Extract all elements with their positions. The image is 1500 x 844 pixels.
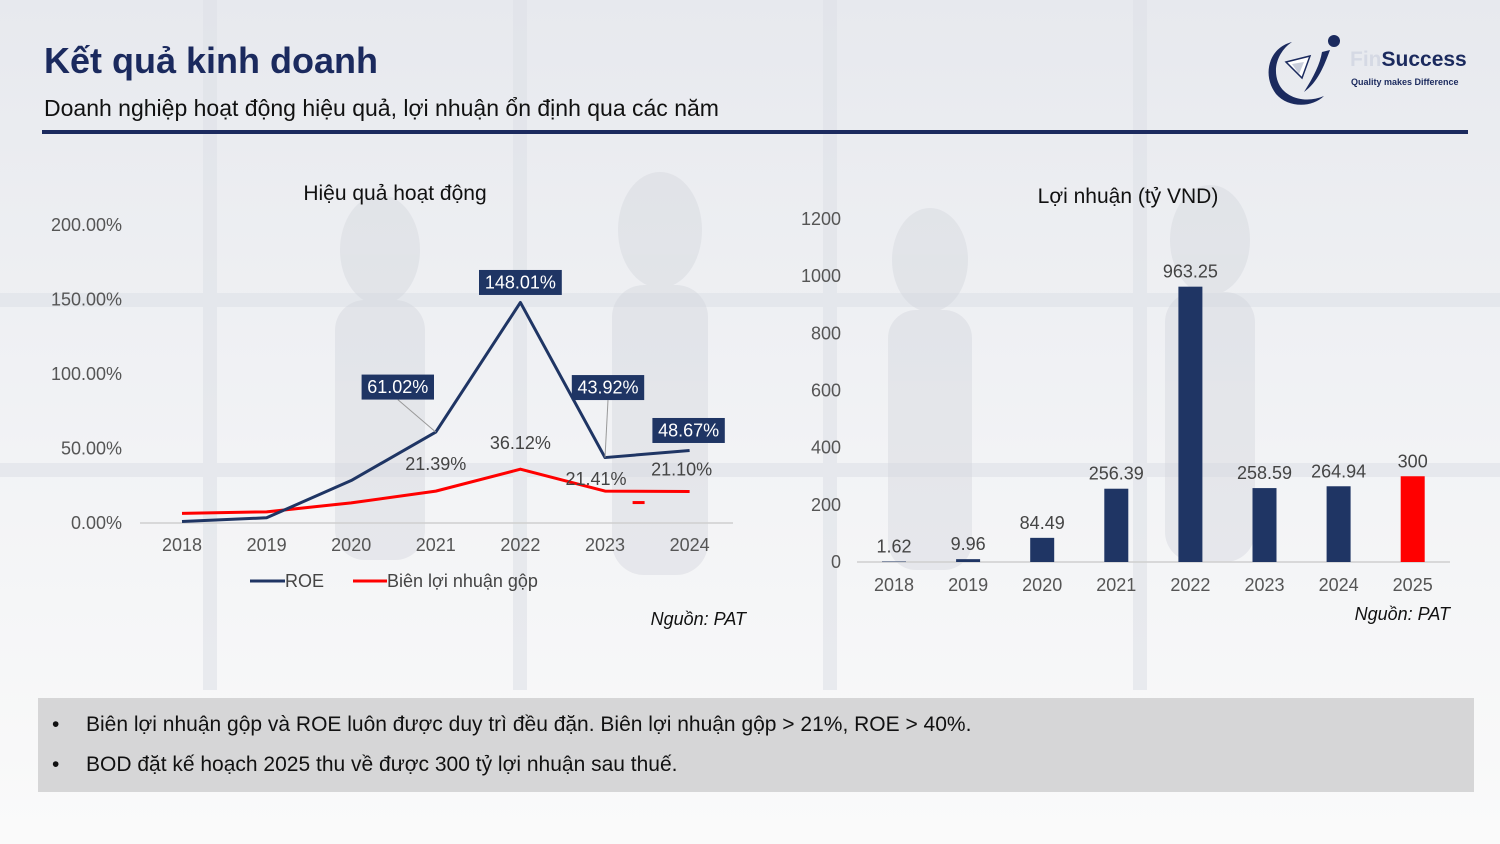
line-chart-x-tick: 2022	[500, 535, 540, 555]
roe-label-box	[652, 417, 725, 443]
logo-main: Success	[1381, 48, 1467, 71]
profit-bar	[1400, 476, 1425, 562]
bar-chart-y-tick: 1000	[801, 266, 841, 286]
header-divider	[42, 130, 1468, 134]
line-chart-y-tick: 150.00%	[51, 290, 122, 310]
line-chart-y-tick: 100.00%	[51, 364, 122, 384]
bar-data-label: 264.94	[1311, 461, 1366, 481]
bar-chart-y-tick: 600	[811, 381, 841, 401]
line-chart-y-tick: 200.00%	[51, 215, 122, 235]
bar-chart-bars	[882, 286, 1425, 563]
page-subtitle: Doanh nghiệp hoạt động hiệu quả, lợi nhu…	[44, 95, 719, 121]
line-chart-x-axis: 2018 2019 2020 2021 2022 2023 2024	[162, 535, 710, 555]
bar-chart-y-tick: 1200	[801, 209, 841, 229]
line-chart-legend: ROE Biên lợi nhuận gộp	[250, 571, 538, 591]
bar-data-label: 1.62	[876, 537, 911, 557]
logo-wordmark: FinSuccess	[1350, 48, 1467, 72]
bar-chart-x-tick: 2024	[1319, 575, 1359, 595]
bar-chart-x-tick: 2023	[1244, 575, 1284, 595]
line-chart-title: Hiệu quả hoạt động	[303, 182, 486, 205]
margin-data-label: 36.12%	[490, 433, 551, 453]
bar-chart-source: Nguồn: PAT	[1355, 604, 1452, 624]
bar-chart-x-tick: 2025	[1393, 575, 1433, 595]
runner-swoosh-logo-icon	[1268, 35, 1340, 105]
callout-leader-line	[604, 400, 609, 458]
bar-chart-x-axis: 2018 2019 2020 2021 2022 2023 2024 2025	[874, 575, 1433, 595]
line-chart-x-tick: 2019	[247, 535, 287, 555]
bar-chart-x-tick: 2018	[874, 575, 914, 595]
bar-chart-y-tick: 200	[811, 495, 841, 515]
note-item: • Biên lợi nhuận gộp và ROE luôn được duy…	[52, 712, 1474, 752]
bar-data-label: 963.25	[1163, 262, 1218, 282]
bar-data-label: 84.49	[1020, 513, 1065, 533]
profit-bar	[1326, 486, 1351, 562]
profit-bar	[1252, 488, 1277, 562]
profit-bar	[956, 559, 981, 562]
roe-data-label: 148.01%	[485, 272, 556, 292]
bar-chart-data-labels: 1.62 9.96 84.49 256.39 963.25 258.59 264.94 300	[876, 262, 1427, 557]
roe-margin-line-chart: Hiệu quả hoạt động 0.00% 50.00% 100.00% 150…	[51, 182, 748, 629]
roe-data-label: 48.67%	[658, 420, 719, 440]
line-chart-y-tick: 50.00%	[61, 439, 122, 459]
bar-data-label: 258.59	[1237, 463, 1292, 483]
line-chart-callout-leaders	[397, 399, 645, 505]
bar-data-label: 256.39	[1089, 464, 1144, 484]
roe-data-label: 61.02%	[367, 377, 428, 397]
page-title: Kết quả kinh doanh	[44, 40, 379, 81]
line-chart-y-tick: 0.00%	[71, 513, 122, 533]
legend-roe-label: ROE	[285, 571, 324, 591]
note-item: • BOD đặt kế hoạch 2025 thu về được 300 t…	[52, 752, 1474, 792]
profit-bar	[1030, 537, 1055, 562]
line-chart-y-axis: 0.00% 50.00% 100.00% 150.00% 200.00%	[51, 215, 122, 533]
bar-chart-y-tick: 800	[811, 323, 841, 343]
margin-data-label: 21.10%	[651, 460, 712, 480]
profit-bar	[882, 561, 906, 563]
bar-data-label: 300	[1398, 451, 1428, 471]
roe-label-box	[479, 269, 562, 295]
profit-bar	[1178, 286, 1203, 562]
margin-data-label: 21.41%	[565, 469, 626, 489]
bar-chart-x-tick: 2019	[948, 575, 988, 595]
profit-bar-chart: Lợi nhuận (tỷ VND) 0 200 400 600 800 1000 1200…	[801, 185, 1452, 624]
line-chart-source: Nguồn: PAT	[651, 609, 748, 629]
company-logo: FinSuccess Quality makes Difference	[1262, 32, 1477, 112]
line-chart-x-tick: 2021	[416, 535, 456, 555]
bar-chart-y-tick: 0	[831, 552, 841, 572]
margin-series-line	[181, 467, 690, 515]
roe-label-box	[361, 374, 434, 400]
key-notes-box: • Biên lợi nhuận gộp và ROE luôn được duy…	[38, 698, 1474, 792]
line-chart-data-labels: 61.02% 148.01% 43.92% 48.67% 21.39% 36.12% 21.…	[361, 269, 725, 489]
bar-chart-title: Lợi nhuận (tỷ VND)	[1038, 185, 1219, 208]
profit-bar	[1104, 488, 1129, 562]
bar-chart-x-tick: 2022	[1170, 575, 1210, 595]
bar-chart-y-tick: 400	[811, 438, 841, 458]
roe-data-label: 43.92%	[577, 378, 638, 398]
line-chart-x-tick: 2020	[331, 535, 371, 555]
line-chart-x-tick: 2023	[585, 535, 625, 555]
margin-data-label: 21.39%	[405, 454, 466, 474]
bar-chart-y-axis: 0 200 400 600 800 1000 1200	[801, 209, 841, 572]
logo-prefix: Fin	[1350, 48, 1382, 71]
logo-tagline: Quality makes Difference	[1351, 77, 1459, 87]
note-text: BOD đặt kế hoạch 2025 thu về được 300 tỷ…	[86, 753, 678, 776]
bar-data-label: 9.96	[951, 534, 986, 554]
line-chart-x-tick: 2024	[670, 535, 710, 555]
roe-label-box	[571, 375, 645, 401]
legend-margin-label: Biên lợi nhuận gộp	[387, 571, 538, 591]
callout-leader-line	[397, 399, 437, 433]
bullet-point: •	[52, 753, 60, 776]
line-chart-x-tick: 2018	[162, 535, 202, 555]
bar-chart-x-tick: 2021	[1096, 575, 1136, 595]
key-notes-list: • Biên lợi nhuận gộp và ROE luôn được duy…	[38, 698, 1474, 792]
note-text: Biên lợi nhuận gộp và ROE luôn được duy …	[86, 713, 972, 736]
bullet-point: •	[52, 713, 60, 736]
bar-chart-x-tick: 2020	[1022, 575, 1062, 595]
